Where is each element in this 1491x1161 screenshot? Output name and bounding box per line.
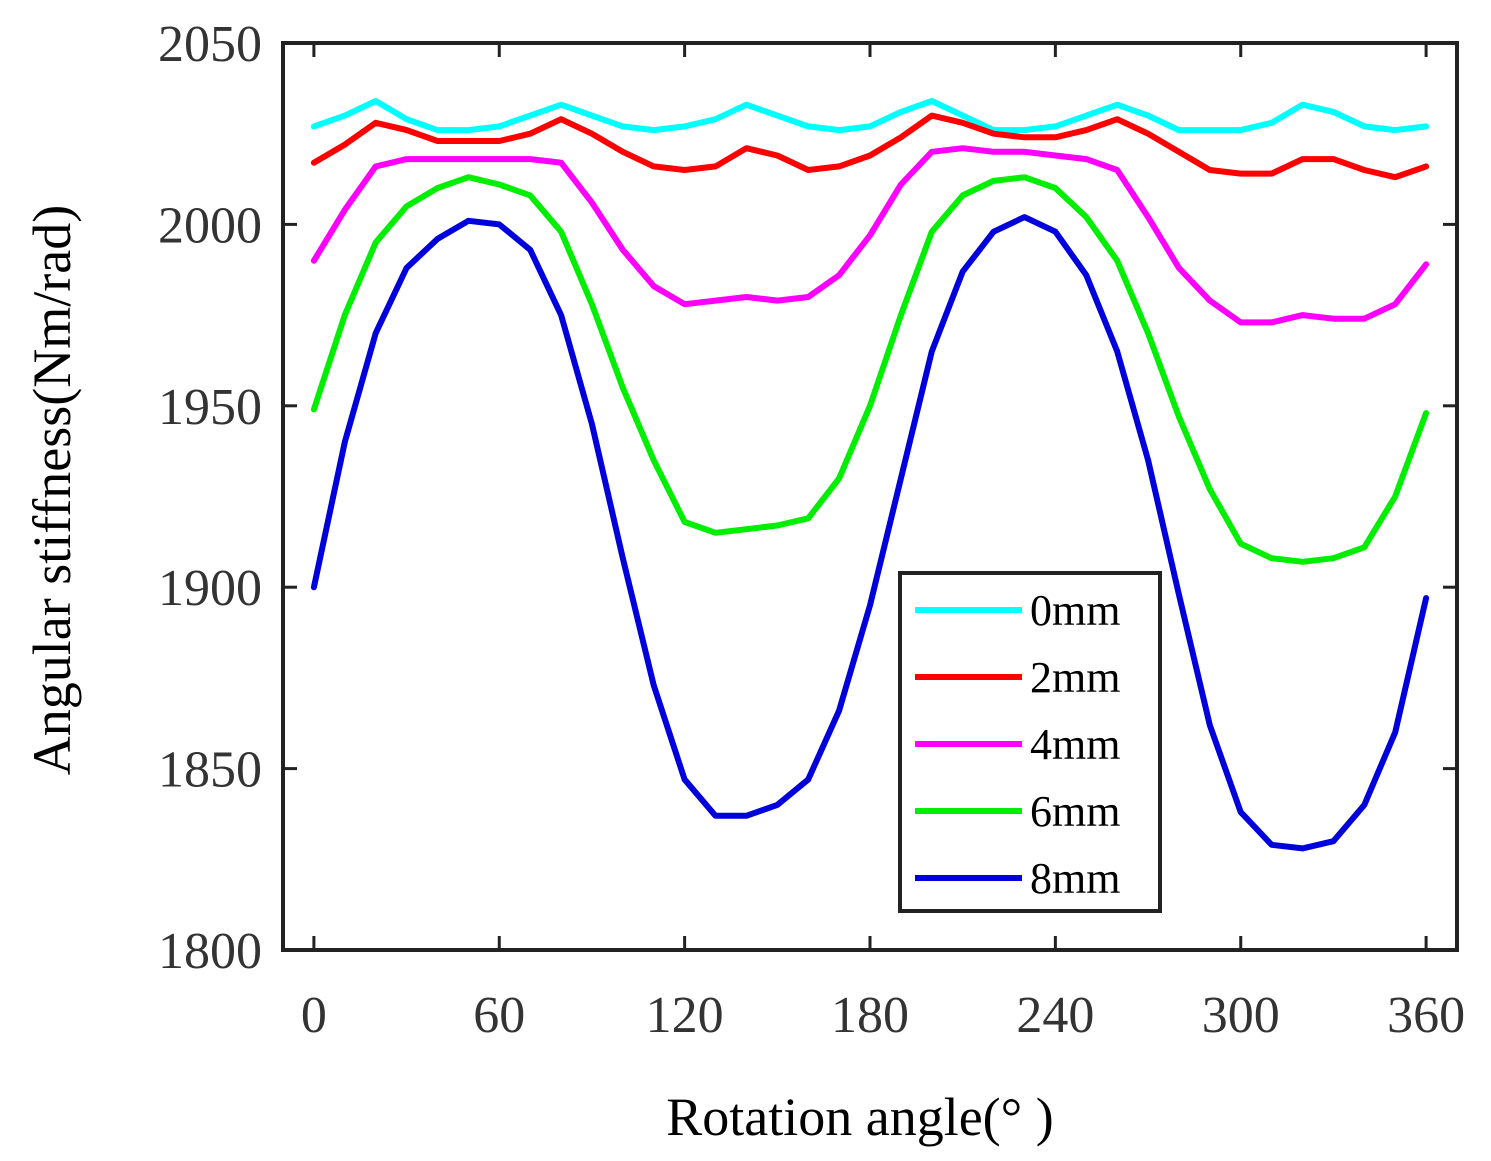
x-tick-label: 240: [1016, 987, 1094, 1044]
series-line-0mm: [310, 98, 1430, 134]
x-tick-label: 0: [301, 987, 327, 1044]
y-tick-label: 1850: [158, 742, 262, 799]
legend-label-2mm: 2mm: [1030, 653, 1120, 702]
legend-label-6mm: 6mm: [1030, 787, 1120, 836]
series-line-6mm: [310, 174, 1430, 565]
series-line-2mm: [310, 112, 1430, 181]
x-tick-label: 300: [1202, 987, 1280, 1044]
x-tick-label: 120: [646, 987, 724, 1044]
x-axis-label: Rotation angle(° ): [666, 1087, 1054, 1147]
y-tick-label: 1900: [158, 560, 262, 617]
series-line-4mm: [310, 145, 1430, 326]
x-tick-label: 360: [1387, 987, 1465, 1044]
series-layer: [310, 98, 1430, 852]
x-tick-label: 60: [473, 987, 525, 1044]
y-tick-label: 1950: [158, 379, 262, 436]
y-axis-label: Angular stiffness(Nm/rad): [22, 205, 82, 775]
legend: 0mm 2mm 4mm 6mm 8mm: [898, 571, 1162, 913]
tick-layer: 0 60 120 180 240 300 360 1800 1850 1900 1950 2000 20…: [158, 16, 1465, 1044]
y-tick-label: 2050: [158, 16, 262, 73]
y-tick-label: 1800: [158, 923, 262, 980]
series-line-8mm: [310, 214, 1430, 852]
legend-label-0mm: 0mm: [1030, 586, 1120, 635]
x-tick-label: 180: [831, 987, 909, 1044]
y-tick-label: 2000: [158, 197, 262, 254]
legend-label-4mm: 4mm: [1030, 720, 1120, 769]
legend-label-8mm: 8mm: [1030, 854, 1120, 903]
